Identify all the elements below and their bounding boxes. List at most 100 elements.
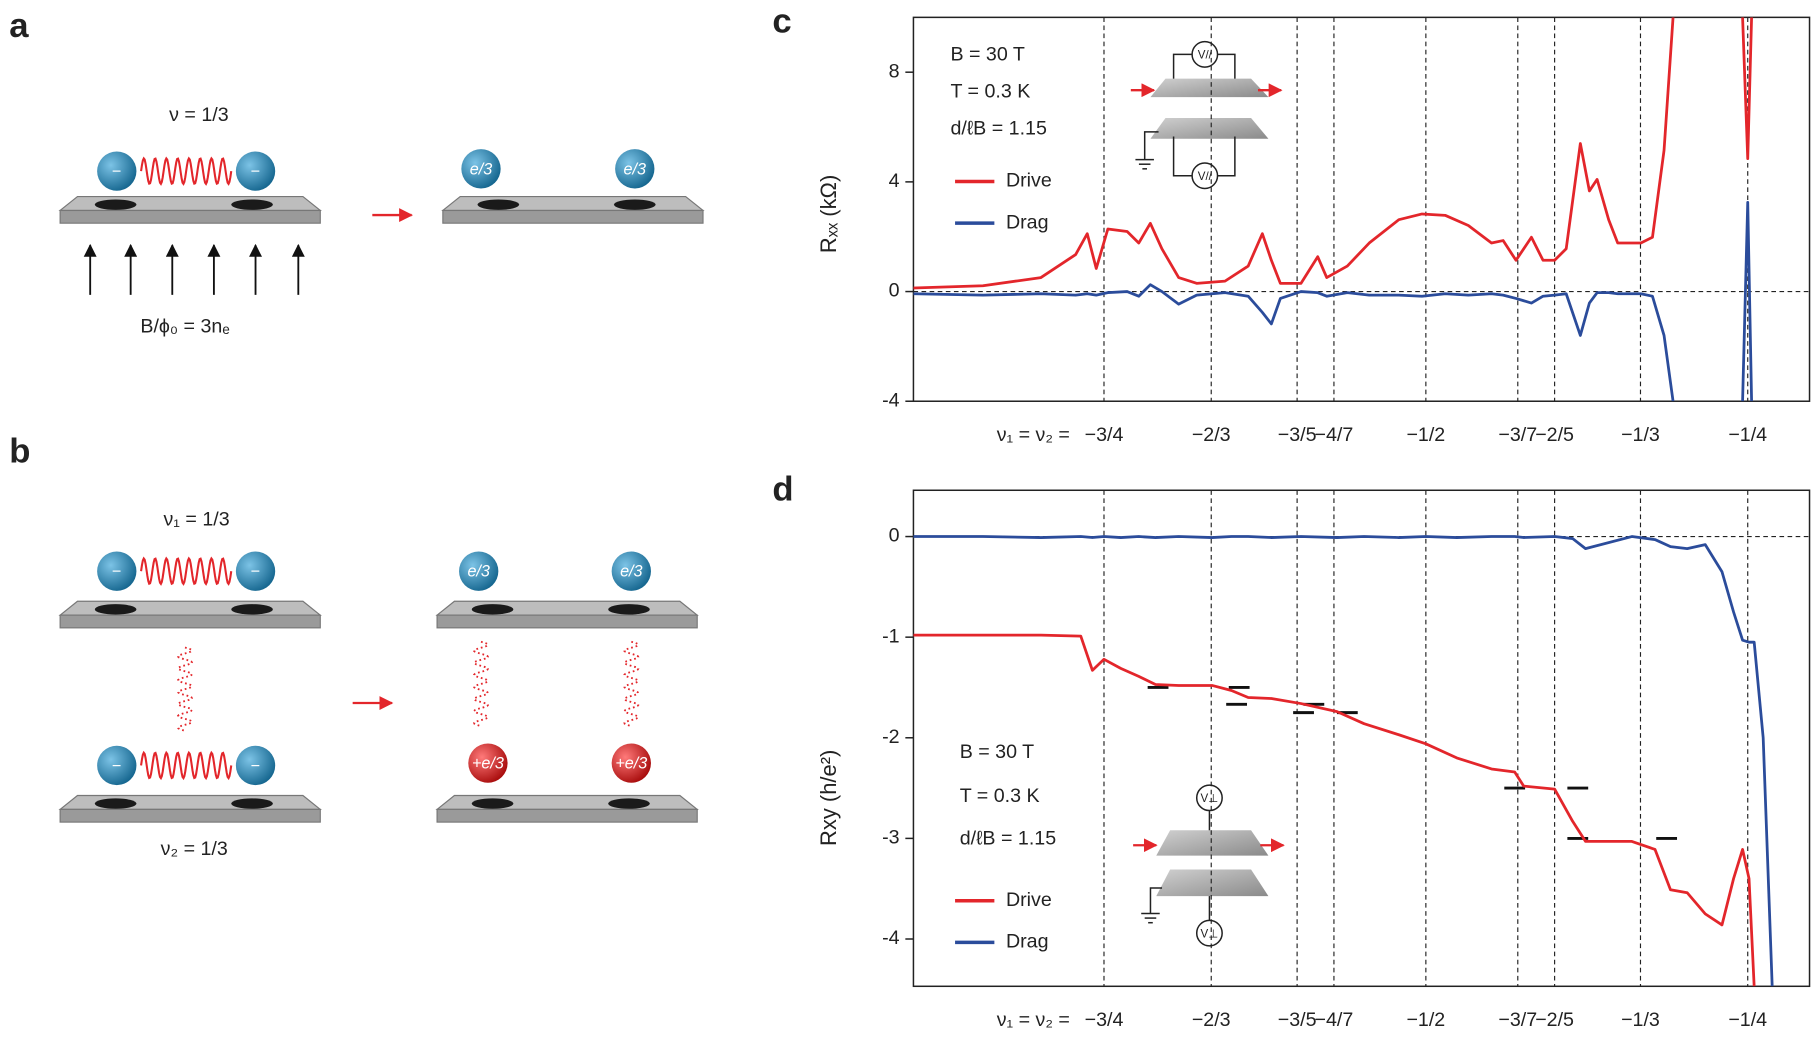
- annotation: T = 0.3 K: [950, 81, 1030, 103]
- particle-label: −: [251, 757, 260, 775]
- annotation: B = 30 T: [960, 741, 1034, 763]
- x-tick-label: −1/4: [1728, 1009, 1767, 1031]
- x-tick-label: −3/7: [1498, 1009, 1537, 1031]
- schematic-part: [1143, 131, 1159, 160]
- plate-spot: [477, 199, 520, 210]
- particle-label: −: [251, 563, 260, 581]
- schematic-part: [1156, 830, 1269, 856]
- x-tick-label: −1/2: [1406, 1009, 1445, 1031]
- filling-label: ν₁ = 1/3: [163, 509, 229, 531]
- annotation: d/ℓB = 1.15: [950, 118, 1047, 140]
- particle-label: +e/3: [472, 755, 504, 773]
- particle: [235, 745, 276, 786]
- legend-label: Drag: [1006, 211, 1049, 233]
- plot-frame: [912, 16, 1811, 402]
- data-line: [913, 535, 1774, 987]
- filling-label: ν = 1/3: [169, 104, 229, 126]
- schematic-part: [1149, 887, 1163, 914]
- annotation: B = 30 T: [950, 44, 1024, 66]
- y-tick-label: 4: [889, 170, 900, 192]
- particle: [459, 551, 499, 591]
- x-tick-label: −4/7: [1315, 1009, 1354, 1031]
- annotation: T = 0.3 K: [960, 785, 1040, 807]
- particle-label: e/3: [620, 563, 642, 581]
- y-tick-label: 0: [889, 525, 900, 547]
- panel-letter: a: [9, 7, 29, 45]
- schematic-part: [1195, 919, 1223, 947]
- particle-label: e/3: [624, 160, 646, 178]
- particle: [235, 151, 276, 191]
- interaction-spring: [140, 156, 233, 186]
- plate-side: [436, 808, 698, 823]
- x-tick-label: −3/4: [1085, 424, 1124, 446]
- x-tick-label: −2/5: [1535, 1009, 1574, 1031]
- y-tick-label: -4: [882, 927, 900, 949]
- x-tick-label: −3/5: [1278, 424, 1317, 446]
- x-tick-label: −1/2: [1406, 424, 1445, 446]
- plate-spot: [471, 604, 514, 615]
- plate-spot: [613, 199, 656, 210]
- plate-spot: [471, 798, 514, 809]
- plate-side: [442, 209, 704, 224]
- interaction-spring: [140, 750, 233, 781]
- particle-label: −: [112, 757, 121, 775]
- particle: [611, 743, 651, 783]
- particle: [611, 551, 651, 591]
- plate-side: [436, 614, 698, 629]
- panel-letter: b: [9, 432, 30, 470]
- x-tick-label: −1/3: [1621, 1009, 1660, 1031]
- particle: [461, 149, 501, 189]
- plate-spot: [231, 604, 273, 615]
- y-tick-label: 8: [889, 60, 900, 82]
- x-axis-label: ν₁ = ν₂ =: [997, 1009, 1070, 1031]
- schematic-part: [1150, 78, 1269, 98]
- interlayer-interaction: [472, 640, 490, 728]
- x-tick-label: −3/7: [1498, 424, 1537, 446]
- plate-side: [59, 808, 321, 823]
- inset-c: [1130, 40, 1283, 190]
- y-tick-label: -2: [882, 726, 899, 748]
- legend-label: Drag: [1006, 931, 1049, 953]
- interlayer-interaction: [623, 640, 640, 728]
- plate-spot: [94, 604, 137, 615]
- y-axis-label: Rₓₓ (kΩ): [816, 175, 841, 253]
- x-tick-label: −1/3: [1621, 424, 1660, 446]
- particle-label: −: [251, 163, 260, 181]
- inset-label: V//: [1198, 171, 1213, 183]
- field-label: B/ϕ₀ = 3nₑ: [140, 315, 229, 337]
- plate-spot: [608, 798, 650, 809]
- particle-label: e/3: [467, 563, 489, 581]
- particle-label: +e/3: [615, 755, 647, 773]
- particle-label: e/3: [470, 160, 492, 178]
- plate-side: [59, 209, 321, 224]
- interaction-spring: [140, 556, 233, 586]
- x-tick-label: −3/5: [1278, 1009, 1317, 1031]
- plate-side: [59, 614, 321, 629]
- x-tick-label: −4/7: [1315, 424, 1354, 446]
- particle: [97, 551, 137, 591]
- panel-letter: d: [772, 471, 793, 509]
- particle-label: −: [112, 563, 121, 581]
- inset-label: V//: [1198, 50, 1213, 62]
- particle: [615, 149, 655, 189]
- plate-spot: [94, 798, 137, 809]
- plate-spot: [231, 199, 273, 210]
- legend-label: Drive: [1006, 889, 1052, 911]
- schematic-part: [1217, 136, 1236, 177]
- particle: [235, 551, 276, 591]
- schematic-part: [1172, 136, 1193, 177]
- plate-spot: [94, 199, 137, 210]
- particle: [468, 743, 508, 783]
- inset-label: V⊥: [1201, 928, 1219, 940]
- interlayer-interaction: [176, 646, 194, 732]
- schematic-part: [1150, 117, 1269, 139]
- data-line: [913, 201, 1753, 402]
- schematic-part: [1195, 784, 1223, 812]
- schematic-part: [1156, 869, 1269, 897]
- panel-letter: c: [772, 2, 791, 40]
- diagrams: a ν = 1/3 − − B/ϕ₀ = 3nₑ e/3 e/3 b ν₁ = 1/3 − − − − ν…: [9, 7, 705, 860]
- particle: [97, 745, 137, 786]
- x-tick-label: −1/4: [1728, 424, 1767, 446]
